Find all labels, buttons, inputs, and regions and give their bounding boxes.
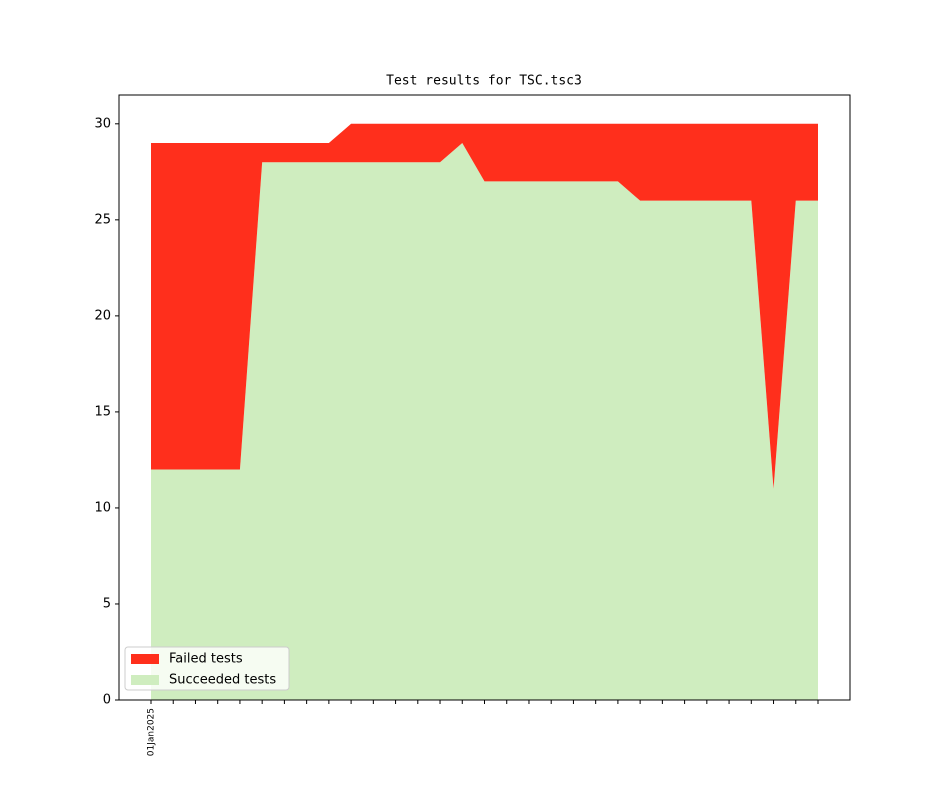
area [151, 143, 818, 700]
legend-swatch [131, 675, 159, 685]
legend-label: Failed tests [169, 652, 243, 667]
legend-box [124, 646, 290, 691]
legend-swatch [131, 654, 159, 664]
x-tick-label: 01Jan2025 [147, 708, 157, 756]
y-tick-label: 5 [103, 596, 111, 611]
y-tick-label: 10 [94, 500, 111, 515]
y-tick-label: 0 [103, 693, 111, 708]
y-tick-label: 20 [94, 308, 111, 323]
chart-title: Test results for TSC.tsc3 [386, 74, 582, 89]
y-tick-label: 15 [94, 404, 111, 419]
y-tick-label: 25 [94, 212, 111, 227]
legend-label: Succeeded tests [169, 673, 276, 688]
area [151, 123, 818, 489]
y-tick-label: 30 [94, 116, 111, 131]
